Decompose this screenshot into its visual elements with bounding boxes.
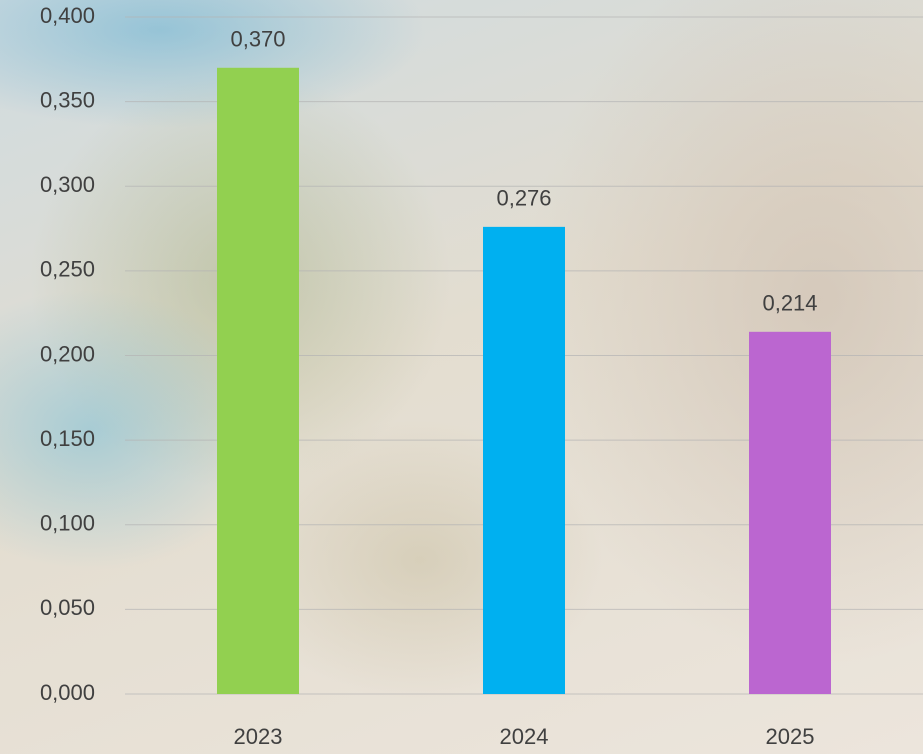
bar	[749, 332, 831, 694]
x-tick-label: 2023	[234, 724, 283, 749]
y-tick-label: 0,150	[40, 426, 95, 451]
chart-area: 0,000 0,050 0,100 0,150 0,200 0,250 0,300 0,350…	[0, 0, 923, 754]
x-tick-label: 2024	[500, 724, 549, 749]
bar	[217, 68, 299, 694]
value-label: 0,276	[496, 186, 551, 211]
value-label: 0,214	[762, 291, 817, 316]
y-tick-label: 0,100	[40, 511, 95, 536]
y-tick-label: 0,350	[40, 87, 95, 112]
y-tick-label: 0,200	[40, 341, 95, 366]
bar	[483, 227, 565, 694]
y-tick-label: 0,300	[40, 172, 95, 197]
y-tick-label: 0,050	[40, 595, 95, 620]
chart: 0,000 0,050 0,100 0,150 0,200 0,250 0,300 0,350…	[0, 0, 923, 754]
y-tick-label: 0,400	[40, 3, 95, 28]
x-tick-label: 2025	[766, 724, 815, 749]
y-tick-label: 0,250	[40, 257, 95, 282]
y-tick-label: 0,000	[40, 680, 95, 705]
value-label: 0,370	[230, 27, 285, 52]
